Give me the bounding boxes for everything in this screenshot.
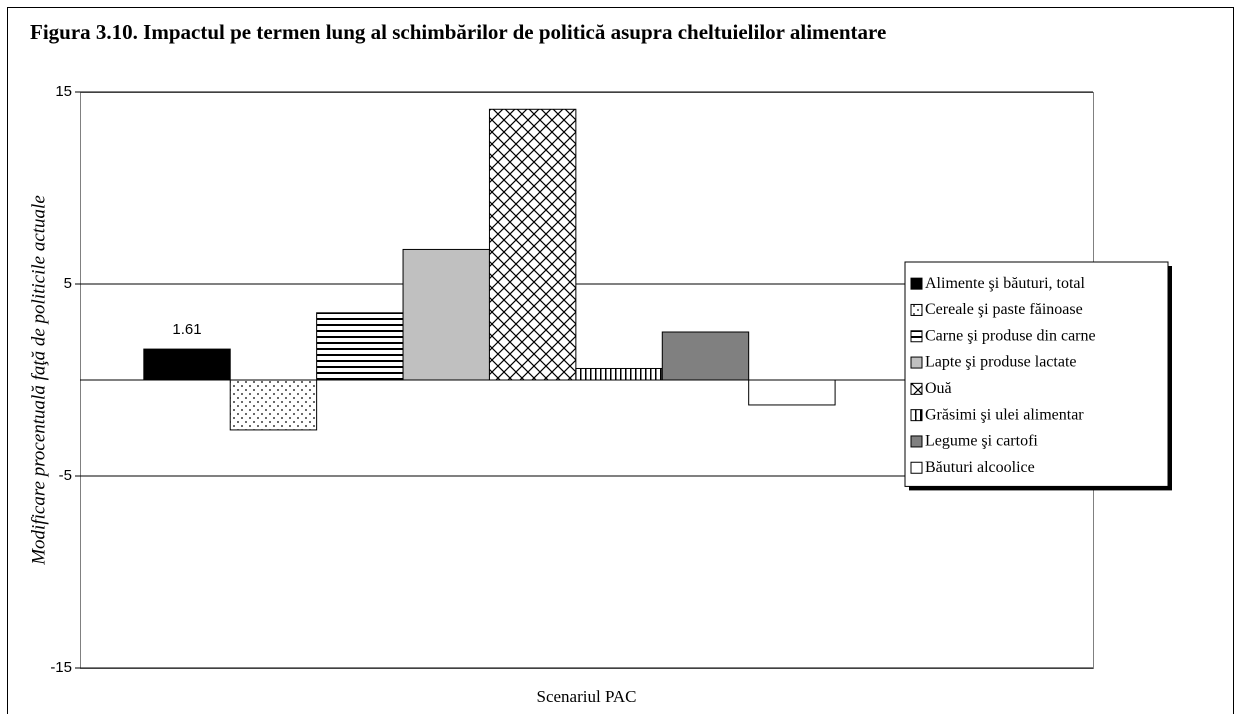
y-tick-label: -15 — [50, 659, 72, 676]
y-tick-label: -5 — [59, 467, 72, 484]
legend-marker — [910, 303, 923, 316]
legend-marker — [910, 382, 923, 395]
bar — [488, 108, 577, 381]
legend-marker — [910, 461, 923, 474]
x-axis-label: Scenariul PAC — [537, 687, 637, 706]
legend-label: Carne şi produse din carne — [925, 327, 1096, 344]
legend-label: Legume şi cartofi — [925, 433, 1038, 450]
legend-label: Lapte şi produse lactate — [925, 354, 1077, 371]
legend-marker — [910, 356, 923, 369]
legend-label: Ouă — [925, 380, 952, 397]
bar — [575, 367, 663, 381]
data-label: 1.61 — [172, 321, 201, 338]
bar — [402, 248, 490, 381]
bar — [229, 379, 318, 431]
legend-label: Grăsimi şi ulei alimentar — [925, 406, 1084, 423]
y-tick-label: 15 — [55, 83, 72, 100]
bar — [143, 348, 231, 381]
bar — [661, 331, 750, 381]
legend-label: Băuturi alcoolice — [925, 459, 1035, 476]
bar — [748, 379, 836, 406]
y-axis-label: Modificare procentuală faţă de politicil… — [28, 195, 49, 566]
frame — [7, 7, 1234, 714]
legend-label: Alimente şi băuturi, total — [925, 275, 1086, 292]
legend-marker — [910, 435, 923, 448]
legend-label: Cereale şi paste făinoase — [925, 301, 1083, 318]
legend-marker — [910, 330, 923, 343]
legend-marker — [910, 277, 923, 290]
bar — [316, 312, 404, 381]
legend-marker — [910, 409, 923, 422]
chart-title: Figura 3.10. Impactul pe termen lung al … — [30, 20, 886, 44]
legend — [904, 261, 1169, 487]
y-tick-label: 5 — [64, 275, 72, 292]
